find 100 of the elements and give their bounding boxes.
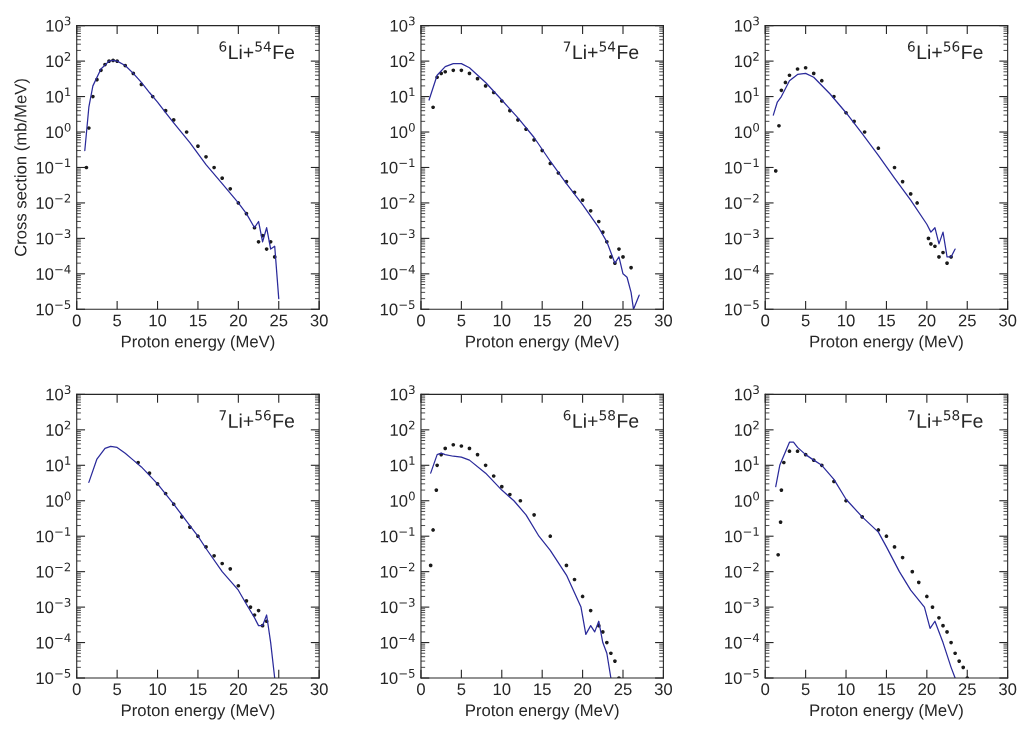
point (236, 583, 241, 588)
point (491, 474, 496, 478)
x-tick-label: 15 (878, 314, 896, 327)
y-tick-label: 10$^{−2}$ (36, 193, 71, 209)
y-tick-label: 10$^{3}$ (46, 385, 71, 401)
point (777, 123, 781, 128)
y-tick-label: 10$^{1}$ (390, 87, 415, 103)
y-tick-label: 10$^{−5}$ (725, 669, 759, 685)
x-tick-label: 0 (416, 314, 425, 327)
x-tick-label: 25 (270, 314, 288, 327)
x-axis-title: Proton energy (MeV) (466, 703, 619, 720)
point (499, 484, 504, 489)
y-tick-label: 10$^{−1}$ (36, 527, 71, 543)
y-tick-label: 10$^{−1}$ (725, 527, 759, 543)
annotation: $^{6}$Li+$^{56}$Fe (907, 41, 983, 60)
point (196, 144, 200, 148)
x-axis-title: Proton energy (MeV) (810, 335, 963, 351)
y-tick-label: 10$^{−4}$ (380, 264, 415, 280)
point (434, 488, 439, 492)
y-tick-label: 10$^{2}$ (734, 420, 759, 436)
x-tick-label: 30 (310, 314, 328, 327)
x-tick-label: 25 (614, 314, 632, 327)
point (937, 615, 941, 620)
point (779, 88, 784, 93)
line-series (428, 62, 640, 310)
x-tick-label: 10 (493, 683, 511, 696)
point (580, 198, 585, 202)
point (431, 528, 435, 532)
point (937, 255, 941, 259)
y-tick-label: 10$^{3}$ (734, 16, 759, 32)
annotation: $^{7}$Li+$^{58}$Fe (908, 410, 983, 428)
x-tick-label: 5 (457, 683, 466, 696)
x-tick-label: 0 (416, 683, 425, 696)
annotation: $^{6}$Li+$^{58}$Fe (563, 410, 639, 428)
y-tick-label: 10$^{−4}$ (36, 264, 71, 280)
y-tick-label: 10$^{−4}$ (725, 264, 760, 280)
y-tick-label: 10$^{−1}$ (380, 158, 415, 174)
y-tick-label: 10$^{−1}$ (36, 158, 71, 174)
point (930, 605, 935, 609)
x-tick-label: 30 (999, 683, 1017, 696)
y-tick-label: 10$^{−1}$ (725, 158, 759, 174)
point (204, 154, 208, 159)
y-tick-label: 10$^{−2}$ (380, 562, 415, 578)
y-tick-label: 10$^{0}$ (46, 491, 71, 507)
point (600, 630, 605, 634)
x-tick-label: 10 (838, 683, 855, 696)
line-series (88, 445, 276, 679)
point (621, 255, 625, 259)
point (228, 186, 233, 191)
x-tick-label: 10 (493, 314, 511, 327)
y-tick-label: 10$^{−5}$ (380, 669, 415, 685)
y-tick-label: 10$^{−5}$ (725, 300, 759, 316)
annotation: $^{7}$Li+$^{54}$Fe (563, 41, 639, 60)
x-tick-label: 0 (761, 314, 770, 327)
x-tick-label: 5 (801, 314, 810, 327)
point (945, 261, 949, 265)
point (781, 460, 786, 465)
point (778, 520, 783, 524)
point (629, 265, 633, 270)
point (776, 552, 780, 557)
y-tick-label: 10$^{−3}$ (36, 597, 71, 614)
point (929, 242, 933, 246)
point (862, 130, 867, 134)
point (459, 444, 464, 448)
point (87, 126, 91, 130)
y-tick-label: 10$^{−3}$ (725, 597, 759, 614)
x-tick-label: 30 (999, 314, 1017, 327)
x-tick-label: 30 (654, 683, 673, 696)
point (483, 84, 488, 88)
x-axis-title: Proton energy (MeV) (810, 703, 963, 720)
point (609, 651, 613, 656)
y-tick-label: 10$^{2}$ (46, 420, 71, 436)
x-axis-title: Proton energy (MeV) (121, 703, 275, 720)
x-tick-label: 15 (189, 314, 207, 327)
x-tick-label: 5 (113, 314, 122, 327)
point (443, 446, 448, 451)
x-tick-label: 15 (189, 683, 207, 696)
y-tick-label: 10$^{−5}$ (380, 300, 415, 316)
point (613, 659, 617, 663)
x-tick-label: 15 (534, 683, 551, 696)
y-tick-label: 10$^{0}$ (734, 122, 760, 139)
x-tick-label: 5 (801, 683, 810, 696)
point (459, 68, 464, 73)
y-tick-label: 10$^{−3}$ (36, 229, 71, 245)
point (876, 146, 881, 151)
x-tick-label: 20 (918, 314, 936, 327)
y-tick-label: 10$^{0}$ (734, 491, 760, 507)
point (773, 169, 778, 173)
point (605, 640, 609, 645)
point (787, 73, 792, 78)
y-tick-label: 10$^{3}$ (46, 16, 71, 32)
point (795, 449, 800, 454)
line-series (84, 59, 280, 300)
x-tick-label: 20 (574, 683, 592, 696)
y-tick-label: 10$^{−2}$ (36, 562, 71, 578)
point (483, 463, 488, 468)
point (548, 534, 553, 539)
y-tick-label: 10$^{1}$ (46, 456, 71, 472)
point (933, 244, 937, 249)
line-series (775, 441, 956, 679)
